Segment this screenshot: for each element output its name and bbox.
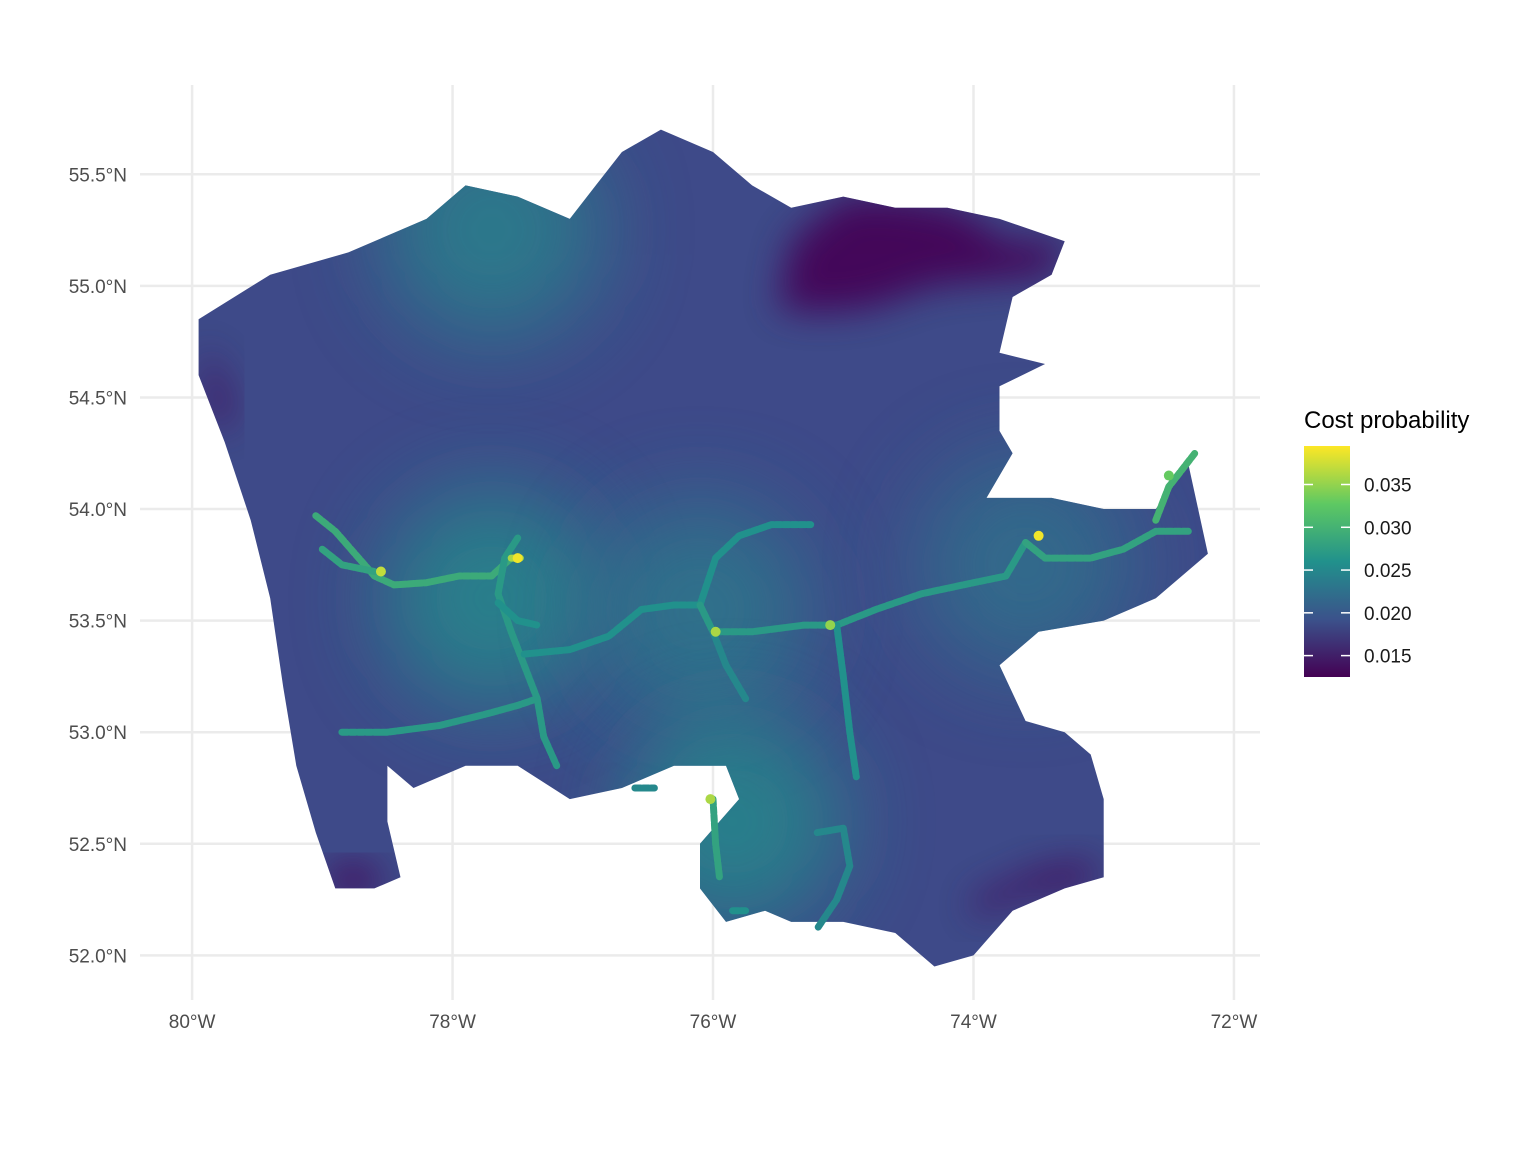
cost-path-8 [696, 539, 1030, 636]
cost-path-1 [318, 545, 378, 575]
gradient-hotspot-2 [622, 711, 843, 932]
gradient-hotspot-4 [915, 454, 1136, 675]
legend-ticks: 0.035 0.030 0.025 0.020 0.015 [1304, 476, 1412, 668]
y-tick-label-5: 53.0°N [69, 723, 127, 744]
y-tick-label-4: 53.5°N [69, 612, 127, 633]
legend-tick-label-3: 0.020 [1364, 604, 1412, 625]
cost-path-11 [1022, 527, 1192, 562]
y-tick-label-2: 54.5°N [69, 388, 127, 409]
y-tick-label-1: 55.0°N [69, 277, 127, 298]
y-tick-label-7: 52.0°N [69, 946, 127, 967]
x-tick-label-0: 80°W [169, 1012, 216, 1033]
y-tick-label-0: 55.5°N [69, 165, 127, 186]
cost-path-4 [494, 599, 541, 629]
x-tick-label-4: 72°W [1211, 1012, 1258, 1033]
x-tick-label-3: 74°W [950, 1012, 997, 1033]
cost-paths [312, 449, 1199, 933]
cost-path-13 [709, 795, 723, 881]
dark-zone-southwest-tip [328, 866, 381, 893]
legend-tick-label-4: 0.015 [1364, 647, 1412, 668]
peak-cell-6 [1163, 470, 1174, 481]
x-tick-label-1: 78°W [429, 1012, 476, 1033]
legend-tick-label-2: 0.025 [1364, 561, 1412, 582]
y-tick-label-3: 54.0°N [69, 500, 127, 521]
y-tick-label-6: 52.5°N [69, 835, 127, 856]
gradient-hotspot-0 [381, 488, 602, 709]
x-tick-label-2: 76°W [690, 1012, 737, 1033]
peak-cell-4 [825, 620, 836, 631]
peak-cell-2 [710, 626, 721, 637]
cost-path-12 [1152, 449, 1199, 524]
cost-path-5 [338, 695, 541, 736]
legend-colorbar [1304, 446, 1350, 677]
y-axis: 55.5°N 55.0°N 54.5°N 54.0°N 53.5°N 53.0°N 52.5… [69, 165, 127, 967]
legend-title: Cost probability [1304, 407, 1469, 434]
dark-zone-northeast [778, 196, 1065, 313]
dark-zone-southeast-strip [973, 861, 1098, 916]
legend-tick-label-1: 0.030 [1364, 518, 1412, 539]
cost-path-9 [709, 628, 750, 703]
legend-tick-label-0: 0.035 [1364, 476, 1412, 497]
cost-path-6 [520, 601, 704, 658]
x-axis: 80°W 78°W 76°W 74°W 72°W [169, 1012, 1258, 1033]
peak-cell-3 [1033, 530, 1044, 541]
cost-path-2 [494, 534, 561, 770]
gradient-hotspot-3 [381, 129, 602, 341]
peak-cell-1 [375, 566, 386, 577]
cost-path-10 [833, 621, 860, 781]
cost-path-7 [696, 521, 815, 609]
color-legend: Cost probability 0.0350.0300.0250.0200.0… [1304, 407, 1469, 677]
peak-cell-5 [705, 794, 716, 805]
cost-path-15 [813, 824, 854, 933]
peak-cell-0 [512, 553, 523, 564]
cost-path-0 [312, 512, 515, 589]
